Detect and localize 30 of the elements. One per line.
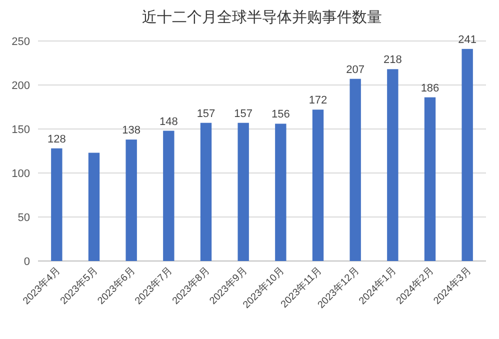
- data-label: 172: [308, 94, 328, 107]
- data-label: 157: [196, 108, 216, 120]
- data-label: 207: [346, 64, 365, 76]
- bar: [163, 130, 174, 261]
- bar: [88, 152, 100, 261]
- bar: [275, 124, 286, 261]
- data-label: 241: [458, 34, 477, 46]
- bar: [424, 97, 436, 261]
- data-label: 156: [271, 108, 290, 121]
- data-label: 148: [159, 116, 178, 128]
- data-label: 128: [47, 133, 66, 146]
- bar: [462, 48, 473, 261]
- y-tick-label: 250: [12, 36, 30, 48]
- y-tick-label: 100: [12, 168, 30, 180]
- y-tick-label: 150: [12, 124, 30, 136]
- bar: [200, 122, 212, 261]
- bar: [312, 110, 324, 261]
- data-label: 218: [383, 54, 402, 66]
- bar: [51, 148, 62, 261]
- bar: [126, 140, 137, 261]
- bar: [350, 78, 361, 261]
- data-label: 157: [234, 108, 253, 120]
- chart-title: 近十二个月全球半导体并购事件数量: [142, 8, 382, 26]
- y-tick-label: 200: [12, 80, 30, 92]
- y-tick-label: 0: [24, 256, 30, 268]
- data-label: 138: [122, 124, 141, 137]
- bar: [238, 122, 249, 261]
- data-label: 186: [420, 82, 440, 94]
- bar: [387, 69, 398, 261]
- y-tick-label: 50: [18, 212, 30, 224]
